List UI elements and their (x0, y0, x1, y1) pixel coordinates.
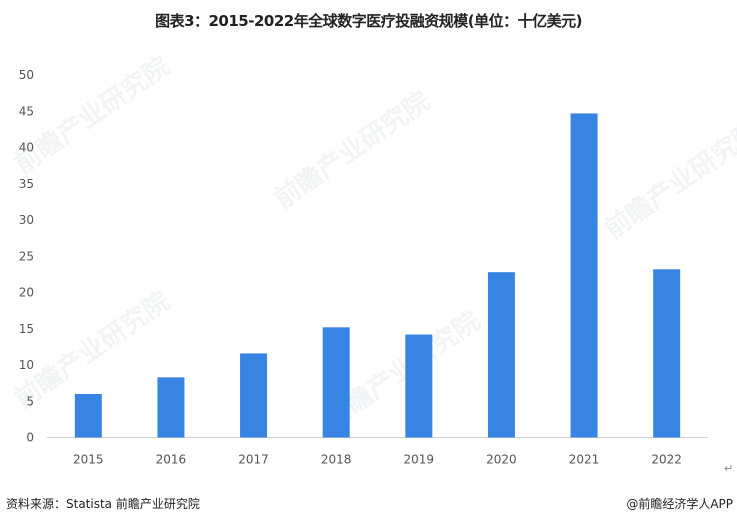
y-tick-label: 40 (19, 141, 34, 155)
bar-2016 (157, 377, 185, 438)
y-tick-label: 30 (19, 213, 34, 227)
x-tick-label: 2021 (569, 453, 600, 467)
x-tick-label: 2018 (321, 453, 352, 467)
source-note: 资料来源：Statista 前瞻产业研究院 (6, 497, 200, 511)
x-tick-label: 2020 (486, 453, 517, 467)
y-tick-label: 50 (19, 68, 34, 82)
bar-2017 (240, 353, 268, 438)
chart-title: 图表3：2015-2022年全球数字医疗投融资规模(单位：十亿美元) (155, 12, 582, 30)
bar-2022 (653, 269, 681, 438)
x-tick-label: 2017 (238, 453, 269, 467)
credit-note: @前瞻经济学人APP (626, 497, 733, 511)
y-tick-label: 35 (19, 177, 34, 191)
x-tick-label: 2022 (651, 453, 682, 467)
bar-2021 (570, 113, 598, 438)
y-tick-label: 0 (26, 431, 34, 445)
y-tick-label: 45 (19, 104, 34, 118)
bar-2019 (405, 334, 433, 438)
return-mark-icon: ↵ (724, 462, 734, 475)
y-tick-label: 15 (19, 322, 34, 336)
x-tick-label: 2015 (73, 453, 104, 467)
y-tick-label: 25 (19, 249, 34, 263)
bar-2020 (487, 272, 515, 438)
y-tick-label: 10 (19, 358, 34, 372)
bar-2018 (322, 327, 350, 438)
y-tick-label: 5 (26, 394, 34, 408)
x-tick-label: 2016 (156, 453, 187, 467)
bar-2015 (74, 394, 102, 438)
x-tick-label: 2019 (404, 453, 435, 467)
y-tick-label: 20 (19, 286, 34, 300)
